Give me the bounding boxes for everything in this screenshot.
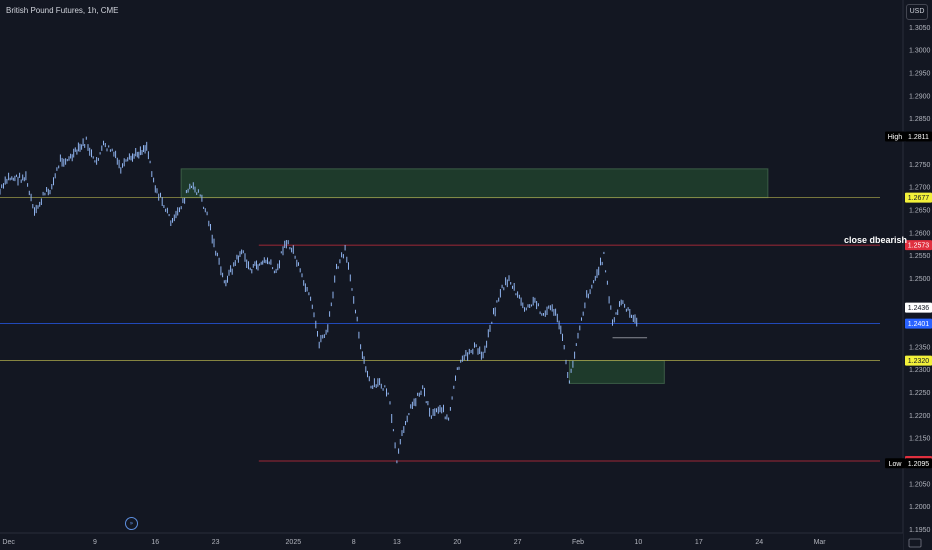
price-tick-label: 1.2050 bbox=[909, 481, 931, 488]
price-tick-label: 1.1950 bbox=[909, 527, 931, 534]
resistance-price-label-box bbox=[905, 240, 932, 251]
price-tick-label: 1.2950 bbox=[909, 71, 931, 78]
high-price-label: 1.2811 bbox=[908, 134, 929, 141]
time-tick-label: 10 bbox=[635, 539, 643, 546]
last-price-label-box bbox=[905, 302, 932, 313]
price-tick-label: 1.2550 bbox=[909, 253, 931, 260]
time-axis-panel bbox=[0, 533, 903, 550]
zone-top-price-label-box bbox=[905, 192, 932, 203]
price-tick-label: 1.2600 bbox=[909, 230, 931, 237]
symbol-title[interactable]: British Pound Futures, 1h, CME bbox=[6, 6, 119, 15]
price-candles bbox=[0, 136, 638, 464]
time-tick-label: 17 bbox=[695, 539, 703, 546]
high-tag-box bbox=[885, 131, 905, 142]
price-tick-label: 1.2650 bbox=[909, 207, 931, 214]
low-tag-box bbox=[885, 458, 905, 469]
price-series-layer bbox=[0, 136, 638, 464]
currency-button[interactable]: USD bbox=[906, 4, 928, 20]
zone-bottom-price-label: 1.2320 bbox=[908, 358, 930, 365]
price-tick-label: 1.2700 bbox=[909, 185, 931, 192]
axis-settings-button[interactable] bbox=[906, 536, 926, 548]
text-annotation[interactable]: close dbearish bbox=[844, 235, 908, 245]
high-price-label-box bbox=[905, 131, 932, 142]
zone-top-price-label: 1.2677 bbox=[908, 195, 930, 202]
axis-settings-icon bbox=[908, 538, 922, 548]
horizontal-lines-layer bbox=[0, 197, 880, 462]
price-tick-label: 1.2350 bbox=[909, 344, 931, 351]
time-tick-label: 27 bbox=[514, 539, 522, 546]
price-tick-label: 1.2300 bbox=[909, 367, 931, 374]
demand-zone bbox=[568, 360, 665, 384]
time-tick-label: 13 bbox=[393, 539, 401, 546]
price-tick-label: 1.2900 bbox=[909, 93, 931, 100]
time-tick-label: 9 bbox=[93, 539, 97, 546]
price-tick-label: 1.3000 bbox=[909, 48, 931, 55]
price-tick-label: 1.2850 bbox=[909, 116, 931, 123]
zone-bottom-price-label-box bbox=[905, 355, 932, 366]
price-tick-label: 1.2000 bbox=[909, 504, 931, 511]
price-tick-label: 1.2150 bbox=[909, 436, 931, 443]
time-tick-label: Feb bbox=[572, 539, 584, 546]
current-price-label-box bbox=[905, 318, 932, 329]
low-price-label: 1.2095 bbox=[908, 461, 930, 468]
resistance-price-label: 1.2573 bbox=[908, 243, 930, 250]
time-tick-label: 24 bbox=[755, 539, 763, 546]
time-tick-label: Mar bbox=[814, 539, 827, 546]
low-price-label-box bbox=[905, 458, 932, 469]
price-labels-layer: High 1.2811 1.2677 1.2573 1.2436 1.2401 1.2320… bbox=[885, 131, 932, 469]
last-price-label: 1.2436 bbox=[908, 305, 930, 312]
price-tick-label: 1.2250 bbox=[909, 390, 931, 397]
time-tick-label: 20 bbox=[453, 539, 461, 546]
time-tick-label: 2025 bbox=[286, 539, 302, 546]
price-tick-label: 1.2200 bbox=[909, 413, 931, 420]
current-price-label: 1.2401 bbox=[908, 321, 930, 328]
demand-zone bbox=[180, 168, 769, 199]
price-tick-label: 1.2750 bbox=[909, 162, 931, 169]
high-tag: High bbox=[888, 134, 903, 141]
time-tick-label: 16 bbox=[151, 539, 159, 546]
zones-layer bbox=[180, 168, 769, 384]
time-tick-label: 23 bbox=[212, 539, 220, 546]
time-tick-label: Dec bbox=[2, 539, 15, 546]
price-tick-label: 1.2500 bbox=[909, 276, 931, 283]
time-tick-label: 8 bbox=[352, 539, 356, 546]
low-tag: Low bbox=[889, 461, 903, 468]
scroll-to-realtime-icon[interactable]: » bbox=[125, 517, 138, 530]
price-tick-label: 1.3050 bbox=[909, 25, 931, 32]
